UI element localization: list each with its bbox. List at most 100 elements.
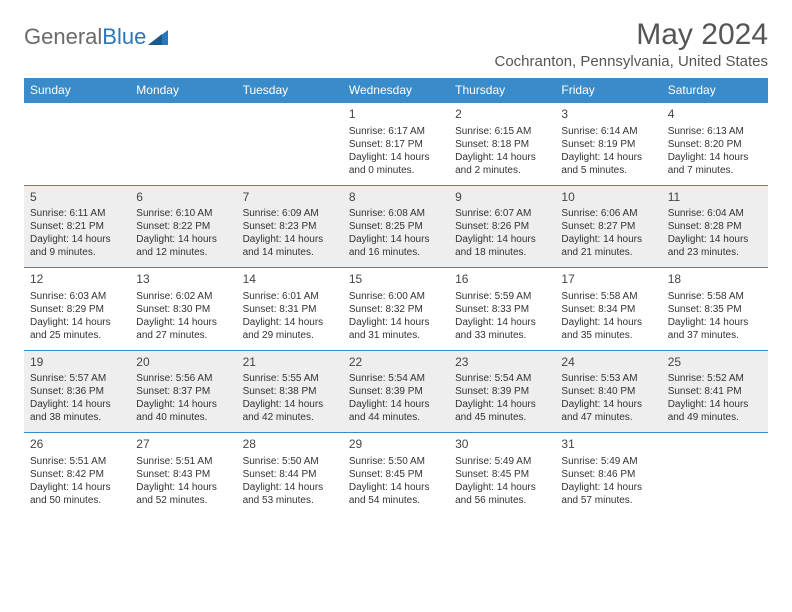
day-header: Friday [555,78,661,103]
sunrise-line: Sunrise: 5:54 AM [455,372,549,385]
sunset-line: Sunset: 8:45 PM [349,468,443,481]
sunset-line: Sunset: 8:25 PM [349,220,443,233]
daylight-line: Daylight: 14 hours [561,151,655,164]
day-number: 24 [561,355,655,371]
daylight-line: Daylight: 14 hours [561,481,655,494]
calendar-day-cell [24,103,130,186]
day-number: 20 [136,355,230,371]
day-header-row: Sunday Monday Tuesday Wednesday Thursday… [24,78,768,103]
daylight-line: Daylight: 14 hours [455,398,549,411]
day-number: 14 [243,272,337,288]
daylight-line: Daylight: 14 hours [455,316,549,329]
sunrise-line: Sunrise: 6:01 AM [243,290,337,303]
calendar-day-cell: 15Sunrise: 6:00 AMSunset: 8:32 PMDayligh… [343,268,449,351]
location-label: Cochranton, Pennsylvania, United States [495,53,769,70]
logo-text-general: General [24,24,102,50]
calendar-day-cell: 19Sunrise: 5:57 AMSunset: 8:36 PMDayligh… [24,350,130,433]
calendar-week-row: 12Sunrise: 6:03 AMSunset: 8:29 PMDayligh… [24,268,768,351]
sunset-line: Sunset: 8:33 PM [455,303,549,316]
sunrise-line: Sunrise: 5:51 AM [136,455,230,468]
sunset-line: Sunset: 8:19 PM [561,138,655,151]
daylight-line: Daylight: 14 hours [668,316,762,329]
daylight-line: and 38 minutes. [30,411,124,424]
day-number: 31 [561,437,655,453]
calendar-day-cell: 28Sunrise: 5:50 AMSunset: 8:44 PMDayligh… [237,433,343,515]
daylight-line: Daylight: 14 hours [30,233,124,246]
calendar-day-cell: 10Sunrise: 6:06 AMSunset: 8:27 PMDayligh… [555,185,661,268]
day-number: 1 [349,107,443,123]
sunset-line: Sunset: 8:21 PM [30,220,124,233]
sunset-line: Sunset: 8:41 PM [668,385,762,398]
sunrise-line: Sunrise: 6:10 AM [136,207,230,220]
sunrise-line: Sunrise: 5:50 AM [243,455,337,468]
day-header: Saturday [662,78,768,103]
sunset-line: Sunset: 8:30 PM [136,303,230,316]
day-number: 30 [455,437,549,453]
sunrise-line: Sunrise: 6:14 AM [561,125,655,138]
daylight-line: Daylight: 14 hours [136,233,230,246]
daylight-line: and 12 minutes. [136,246,230,259]
daylight-line: and 25 minutes. [30,329,124,342]
day-number: 4 [668,107,762,123]
sunrise-line: Sunrise: 5:49 AM [455,455,549,468]
sunrise-line: Sunrise: 5:54 AM [349,372,443,385]
day-number: 3 [561,107,655,123]
daylight-line: and 54 minutes. [349,494,443,507]
daylight-line: and 57 minutes. [561,494,655,507]
header: GeneralBlue May 2024 Cochranton, Pennsyl… [24,18,768,70]
calendar-day-cell: 16Sunrise: 5:59 AMSunset: 8:33 PMDayligh… [449,268,555,351]
calendar-day-cell: 18Sunrise: 5:58 AMSunset: 8:35 PMDayligh… [662,268,768,351]
sunset-line: Sunset: 8:36 PM [30,385,124,398]
daylight-line: Daylight: 14 hours [30,316,124,329]
calendar-day-cell: 23Sunrise: 5:54 AMSunset: 8:39 PMDayligh… [449,350,555,433]
calendar-day-cell [130,103,236,186]
daylight-line: and 9 minutes. [30,246,124,259]
sunset-line: Sunset: 8:26 PM [455,220,549,233]
daylight-line: Daylight: 14 hours [349,398,443,411]
daylight-line: Daylight: 14 hours [243,398,337,411]
daylight-line: Daylight: 14 hours [349,481,443,494]
day-number: 17 [561,272,655,288]
calendar-table: Sunday Monday Tuesday Wednesday Thursday… [24,78,768,515]
sunset-line: Sunset: 8:46 PM [561,468,655,481]
sunset-line: Sunset: 8:42 PM [30,468,124,481]
sunset-line: Sunset: 8:27 PM [561,220,655,233]
sunrise-line: Sunrise: 6:03 AM [30,290,124,303]
day-number: 22 [349,355,443,371]
day-number: 21 [243,355,337,371]
sunrise-line: Sunrise: 6:07 AM [455,207,549,220]
sunrise-line: Sunrise: 5:51 AM [30,455,124,468]
daylight-line: Daylight: 14 hours [30,481,124,494]
daylight-line: and 45 minutes. [455,411,549,424]
daylight-line: and 49 minutes. [668,411,762,424]
daylight-line: and 23 minutes. [668,246,762,259]
sunset-line: Sunset: 8:45 PM [455,468,549,481]
sunset-line: Sunset: 8:29 PM [30,303,124,316]
calendar-day-cell: 17Sunrise: 5:58 AMSunset: 8:34 PMDayligh… [555,268,661,351]
calendar-day-cell: 27Sunrise: 5:51 AMSunset: 8:43 PMDayligh… [130,433,236,515]
daylight-line: and 50 minutes. [30,494,124,507]
daylight-line: and 5 minutes. [561,164,655,177]
daylight-line: Daylight: 14 hours [455,151,549,164]
calendar-day-cell [662,433,768,515]
day-number: 28 [243,437,337,453]
logo: GeneralBlue [24,18,170,50]
daylight-line: and 37 minutes. [668,329,762,342]
calendar-day-cell: 11Sunrise: 6:04 AMSunset: 8:28 PMDayligh… [662,185,768,268]
sunset-line: Sunset: 8:37 PM [136,385,230,398]
daylight-line: Daylight: 14 hours [243,316,337,329]
calendar-day-cell: 1Sunrise: 6:17 AMSunset: 8:17 PMDaylight… [343,103,449,186]
daylight-line: and 14 minutes. [243,246,337,259]
daylight-line: Daylight: 14 hours [668,233,762,246]
day-number: 27 [136,437,230,453]
calendar-day-cell: 25Sunrise: 5:52 AMSunset: 8:41 PMDayligh… [662,350,768,433]
daylight-line: and 44 minutes. [349,411,443,424]
day-number: 18 [668,272,762,288]
daylight-line: Daylight: 14 hours [561,316,655,329]
sunrise-line: Sunrise: 6:15 AM [455,125,549,138]
day-number: 6 [136,190,230,206]
logo-sail-icon [148,28,170,46]
calendar-day-cell: 4Sunrise: 6:13 AMSunset: 8:20 PMDaylight… [662,103,768,186]
calendar-day-cell: 29Sunrise: 5:50 AMSunset: 8:45 PMDayligh… [343,433,449,515]
daylight-line: and 2 minutes. [455,164,549,177]
